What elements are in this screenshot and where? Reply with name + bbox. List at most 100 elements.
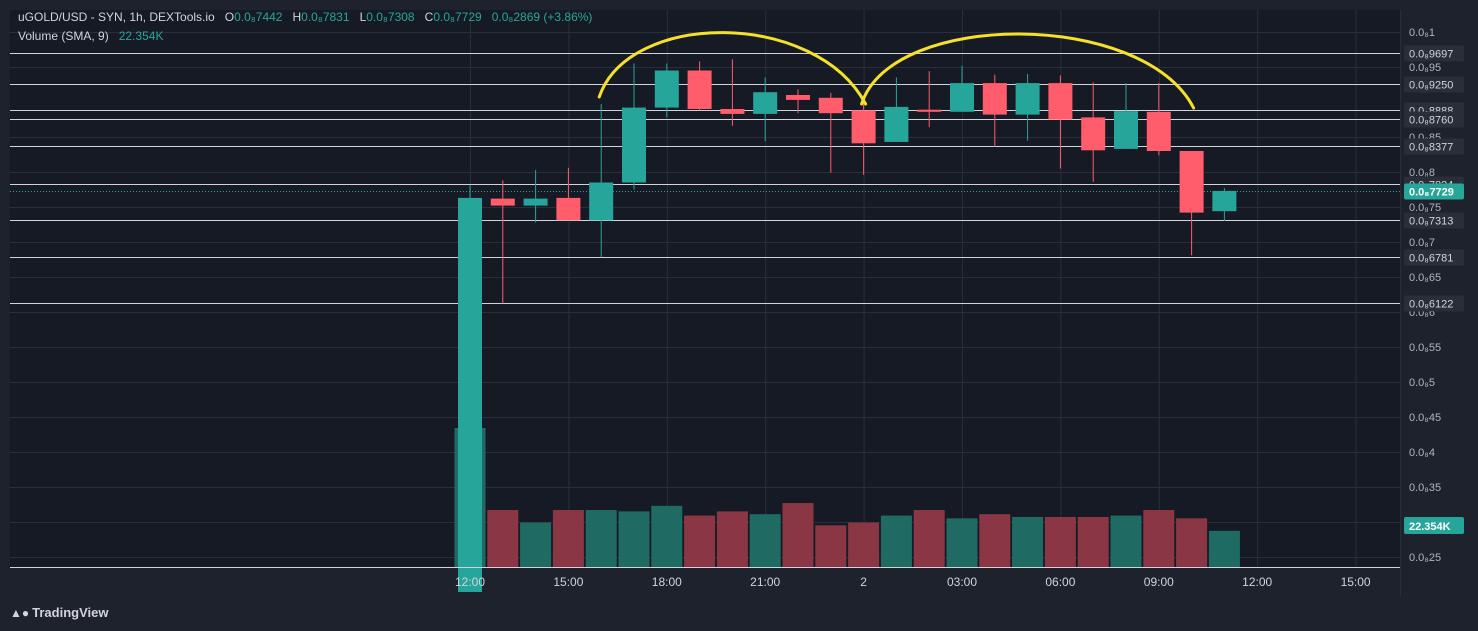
price-tick-label: 0.0₈45 bbox=[1409, 412, 1441, 424]
price-tick-label: 0.0₈55 bbox=[1409, 342, 1441, 354]
candle-body[interactable] bbox=[654, 70, 679, 108]
time-tick-label: 15:00 bbox=[553, 575, 583, 589]
level-label-box bbox=[1404, 249, 1464, 266]
tradingview-logo-icon: ▲● bbox=[10, 606, 30, 620]
price-tick-label: 0.0₈5 bbox=[1409, 377, 1435, 389]
level-label-box bbox=[1404, 111, 1464, 128]
candle-body[interactable] bbox=[687, 70, 712, 110]
time-tick-label: 18:00 bbox=[652, 575, 682, 589]
level-label: 0.0₈9250 bbox=[1409, 80, 1453, 92]
candle-body[interactable] bbox=[884, 106, 909, 142]
candle-body[interactable] bbox=[523, 198, 548, 206]
volume-bar bbox=[815, 525, 847, 567]
candle-body[interactable] bbox=[490, 198, 515, 206]
time-tick-label: 06:00 bbox=[1045, 575, 1075, 589]
volume-bar bbox=[1044, 516, 1076, 567]
price-tick-label: 0.0₈8 bbox=[1409, 167, 1435, 179]
volume-bar bbox=[552, 510, 584, 567]
candle-body[interactable] bbox=[622, 107, 646, 183]
close-label: C bbox=[424, 10, 434, 24]
volume-bars bbox=[454, 428, 1240, 567]
volume-legend[interactable]: Volume (SMA, 9) 22.354K bbox=[18, 29, 163, 43]
candle-body[interactable] bbox=[556, 197, 581, 221]
tradingview-logo[interactable]: ▲● TradingView bbox=[10, 605, 108, 620]
volume-indicator-label[interactable]: Volume (SMA, 9) bbox=[18, 29, 109, 43]
low-label: L bbox=[359, 10, 367, 24]
volume-bar bbox=[618, 511, 650, 567]
level-label-box bbox=[1404, 138, 1464, 155]
volume-bar bbox=[1176, 518, 1208, 567]
tradingview-logo-text: TradingView bbox=[32, 605, 109, 620]
change-value: 0.0₈2869 (+3.86%) bbox=[491, 10, 593, 24]
candle-body[interactable] bbox=[950, 83, 974, 112]
time-axis[interactable]: 12:00 15:00 18:00 21:00 2 03:00 06:00 09:00 12:0… bbox=[455, 575, 1371, 589]
volume-bar bbox=[1110, 515, 1142, 567]
close-value: 0.0₈7729 bbox=[433, 10, 482, 24]
level-label-box bbox=[1404, 295, 1464, 312]
time-tick-label: 09:00 bbox=[1144, 575, 1174, 589]
time-tick-label: 12:00 bbox=[1242, 575, 1272, 589]
drawing-annotations[interactable] bbox=[597, 31, 1196, 110]
annotation-arc[interactable] bbox=[860, 32, 1196, 110]
candle-body[interactable] bbox=[1015, 83, 1040, 115]
grid-lines bbox=[10, 10, 1400, 567]
candle-body[interactable] bbox=[786, 95, 810, 100]
volume-bar bbox=[1143, 510, 1175, 567]
candle-body[interactable] bbox=[818, 97, 843, 114]
last-price-label: 0.0₈7729 bbox=[1409, 187, 1454, 199]
price-tick-label: 0.0₈25 bbox=[1409, 552, 1441, 564]
price-tick-label: 0.0₈75 bbox=[1409, 202, 1441, 214]
level-label-box bbox=[1404, 45, 1464, 62]
open-value: 0.0₈7442 bbox=[234, 10, 283, 24]
candle-body[interactable] bbox=[1048, 83, 1073, 120]
candle-body[interactable] bbox=[982, 83, 1007, 115]
level-label-box bbox=[1404, 212, 1464, 229]
candle-body[interactable] bbox=[589, 182, 614, 221]
high-label: H bbox=[292, 10, 302, 24]
candle-body[interactable] bbox=[753, 92, 778, 114]
last-volume-box bbox=[1404, 517, 1464, 534]
level-label-box bbox=[1404, 76, 1464, 93]
open-label: O bbox=[224, 10, 235, 24]
symbol-title[interactable]: uGOLD/USD - SYN, 1h, DEXTools.io bbox=[18, 10, 215, 24]
volume-bar bbox=[487, 510, 519, 567]
candle-body[interactable] bbox=[1114, 111, 1138, 149]
level-label: 0.0₈6122 bbox=[1409, 299, 1453, 311]
candle-body[interactable] bbox=[1081, 117, 1106, 151]
volume-bar bbox=[913, 510, 945, 567]
price-tick-label: 0.0₈35 bbox=[1409, 482, 1441, 494]
volume-bar bbox=[585, 510, 617, 567]
volume-bar bbox=[749, 514, 781, 567]
candle-body[interactable] bbox=[1179, 151, 1204, 213]
candlesticks[interactable] bbox=[458, 59, 1237, 592]
level-label: 0.0₈9697 bbox=[1409, 49, 1453, 61]
last-price-box bbox=[1404, 183, 1464, 200]
volume-bar bbox=[782, 503, 814, 567]
candle-body[interactable] bbox=[458, 197, 482, 592]
price-tick-label: 0.0₈4 bbox=[1409, 447, 1435, 459]
low-value: 0.0₈7308 bbox=[366, 10, 415, 24]
candle-body[interactable] bbox=[851, 110, 876, 144]
level-label: 0.0₈7313 bbox=[1409, 216, 1453, 228]
annotation-arc[interactable] bbox=[597, 31, 868, 106]
volume-bar bbox=[684, 515, 716, 567]
volume-indicator-value: 22.354K bbox=[118, 29, 164, 43]
price-tick-label: 0.0₈1 bbox=[1409, 27, 1435, 39]
volume-bar bbox=[651, 505, 683, 567]
symbol-legend[interactable]: uGOLD/USD - SYN, 1h, DEXTools.io O0.0₈74… bbox=[18, 10, 592, 24]
candle-body[interactable] bbox=[1146, 111, 1171, 151]
candle-body[interactable] bbox=[917, 109, 942, 112]
price-tick-label: 0.0₈7 bbox=[1409, 237, 1435, 249]
time-tick-label: 12:00 bbox=[455, 575, 485, 589]
volume-bar bbox=[520, 522, 552, 567]
candle-body[interactable] bbox=[1212, 190, 1237, 212]
volume-bar bbox=[848, 522, 880, 567]
volume-bar bbox=[716, 511, 748, 567]
candle-body[interactable] bbox=[720, 109, 745, 114]
price-tick-label: 0.0₈95 bbox=[1409, 62, 1441, 74]
time-tick-label: 15:00 bbox=[1341, 575, 1371, 589]
price-tick-label: 0.0₈65 bbox=[1409, 272, 1441, 284]
volume-bar bbox=[1012, 516, 1044, 567]
volume-bar bbox=[979, 514, 1011, 567]
